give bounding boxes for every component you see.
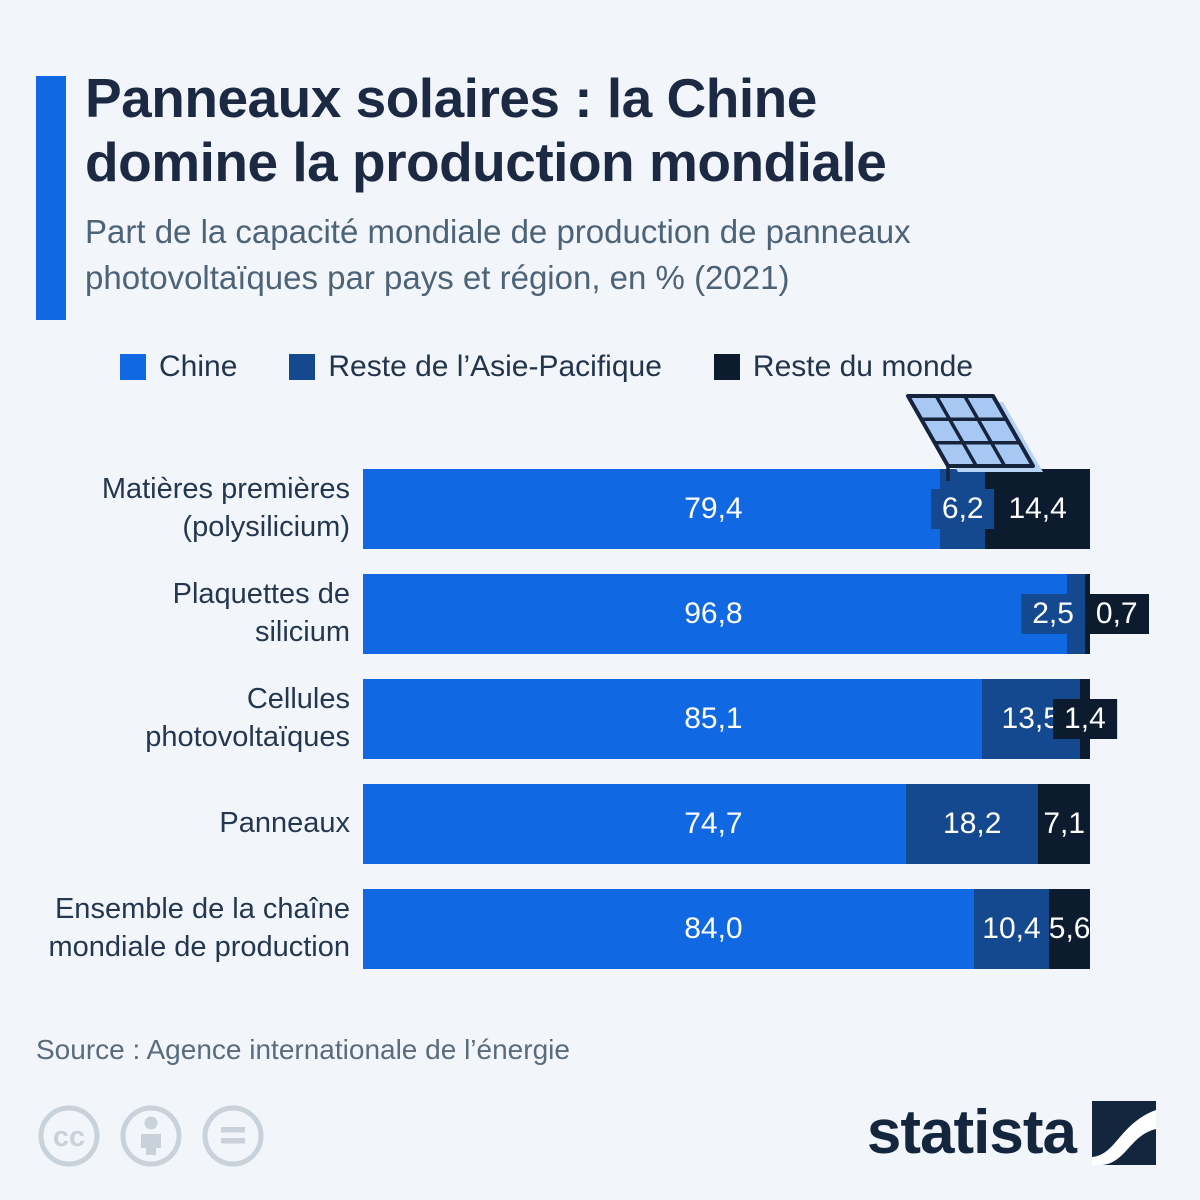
stacked-bar-chart: Matières premières (polysilicium) 79,4 6,2… (30, 469, 1149, 994)
statista-logo: statista (867, 1097, 1156, 1168)
bar-segment-reste-du-monde: 7,1 (1038, 784, 1090, 864)
bar-value-label: 79,4 (684, 492, 743, 525)
bar-value-chip: 6,2 (930, 489, 995, 529)
cc-icon: cc (38, 1105, 100, 1167)
bar-value-chip: 0,7 (1084, 594, 1149, 634)
bar-segment-reste-de-l-asie-pacifique: 13,5 (981, 679, 1080, 759)
category-label: Ensemble de la chaîne mondiale de produc… (48, 893, 350, 963)
bar-segment-chine (363, 784, 907, 864)
source-line: Source : Agence internationale de l’éner… (36, 1034, 570, 1065)
chart-legend: Chine Reste de l’Asie-Pacifique Reste du m… (120, 350, 973, 384)
by-icon (120, 1105, 182, 1167)
page-subtitle: Part de la capacité mondiale de producti… (85, 212, 911, 296)
legend-label: Chine (159, 350, 238, 383)
bar-segment-chine (363, 889, 974, 969)
title-accent-bar (36, 76, 66, 320)
category-label: Cellules photovoltaïques (145, 683, 350, 753)
bar-row: Cellules photovoltaïques 85,1 13,5 1,4 (30, 679, 1117, 759)
statista-swoosh-icon (1092, 1100, 1156, 1165)
bar-value-label: 5,6 (1048, 912, 1091, 945)
stacked-bar: 85,1 13,5 1,4 (363, 679, 1117, 759)
bar-segment-reste-du-monde: 14,4 (985, 469, 1090, 549)
nd-icon (202, 1105, 264, 1167)
bar-value-label: 84,0 (684, 912, 743, 945)
bar-row: Matières premières (polysilicium) 79,4 6,2… (30, 469, 1090, 549)
legend-label: Reste du monde (752, 350, 974, 383)
stacked-bar: 84,0 10,4 5,6 (363, 889, 1090, 969)
stacked-bar: 79,4 6,2 14,4 (363, 469, 1090, 549)
stacked-bar: 96,8 2,5 0,7 (363, 574, 1149, 654)
legend-swatch-icon (120, 354, 146, 380)
bar-value-label: 96,8 (684, 597, 743, 630)
bar-segment-chine (363, 469, 941, 549)
header: Panneaux solaires : la Chine domine la p… (85, 66, 1170, 301)
bar-segment-reste-du-monde: 5,6 (1049, 889, 1090, 969)
legend-label: Reste de l’Asie-Pacifique (328, 350, 662, 383)
bar-value-chip: 2,5 (1021, 594, 1085, 634)
category-label: Panneaux (219, 807, 350, 840)
bar-segment-reste-de-l-asie-pacifique: 18,2 (906, 784, 1039, 864)
bar-value-chip: 1,4 (1053, 699, 1117, 739)
bar-value-label: 10,4 (982, 912, 1041, 945)
stacked-bar: 74,7 18,2 7,1 (363, 784, 1090, 864)
legend-swatch-icon (289, 354, 316, 380)
bar-row: Plaquettes de silicium 96,8 2,5 0,7 (30, 574, 1149, 654)
bar-value-label: 14,4 (1008, 492, 1067, 525)
bar-value-label: 7,1 (1043, 807, 1086, 840)
bar-segment-chine (363, 574, 1067, 654)
bar-segment-reste-de-l-asie-pacifique: 10,4 (973, 889, 1050, 969)
bar-value-label: 74,7 (684, 807, 743, 840)
legend-item: Chine (120, 350, 237, 384)
bar-value-label: 18,2 (943, 807, 1002, 840)
page-title: Panneaux solaires : la Chine domine la p… (85, 67, 887, 194)
category-label: Plaquettes de silicium (172, 578, 350, 648)
statista-wordmark: statista (866, 1098, 1077, 1167)
legend-item: Reste de l’Asie-Pacifique (289, 350, 662, 384)
legend-swatch-icon (713, 354, 740, 380)
bar-segment-chine (363, 679, 982, 759)
solar-panel-icon (906, 394, 1043, 481)
license-icons: cc (36, 1103, 266, 1169)
bar-row: Panneaux 74,7 18,2 7,1 (30, 784, 1090, 864)
category-label: Matières premières (polysilicium) (101, 473, 350, 543)
bar-row: Ensemble de la chaîne mondiale de produc… (30, 889, 1090, 969)
legend-item: Reste du monde (713, 350, 974, 384)
bar-value-label: 13,5 (1001, 702, 1060, 735)
svg-text:cc: cc (53, 1121, 85, 1153)
bar-value-label: 85,1 (684, 702, 743, 735)
